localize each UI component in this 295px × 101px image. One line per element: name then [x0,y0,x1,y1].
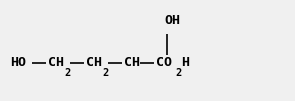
Text: CH: CH [86,56,102,69]
Text: 2: 2 [102,68,109,78]
Text: HO: HO [10,56,26,69]
Text: CH: CH [48,56,64,69]
Text: CH: CH [124,56,140,69]
Text: H: H [181,56,189,69]
Text: CO: CO [156,56,172,69]
Text: OH: OH [165,14,181,27]
Text: 2: 2 [64,68,71,78]
Text: 2: 2 [176,68,182,78]
